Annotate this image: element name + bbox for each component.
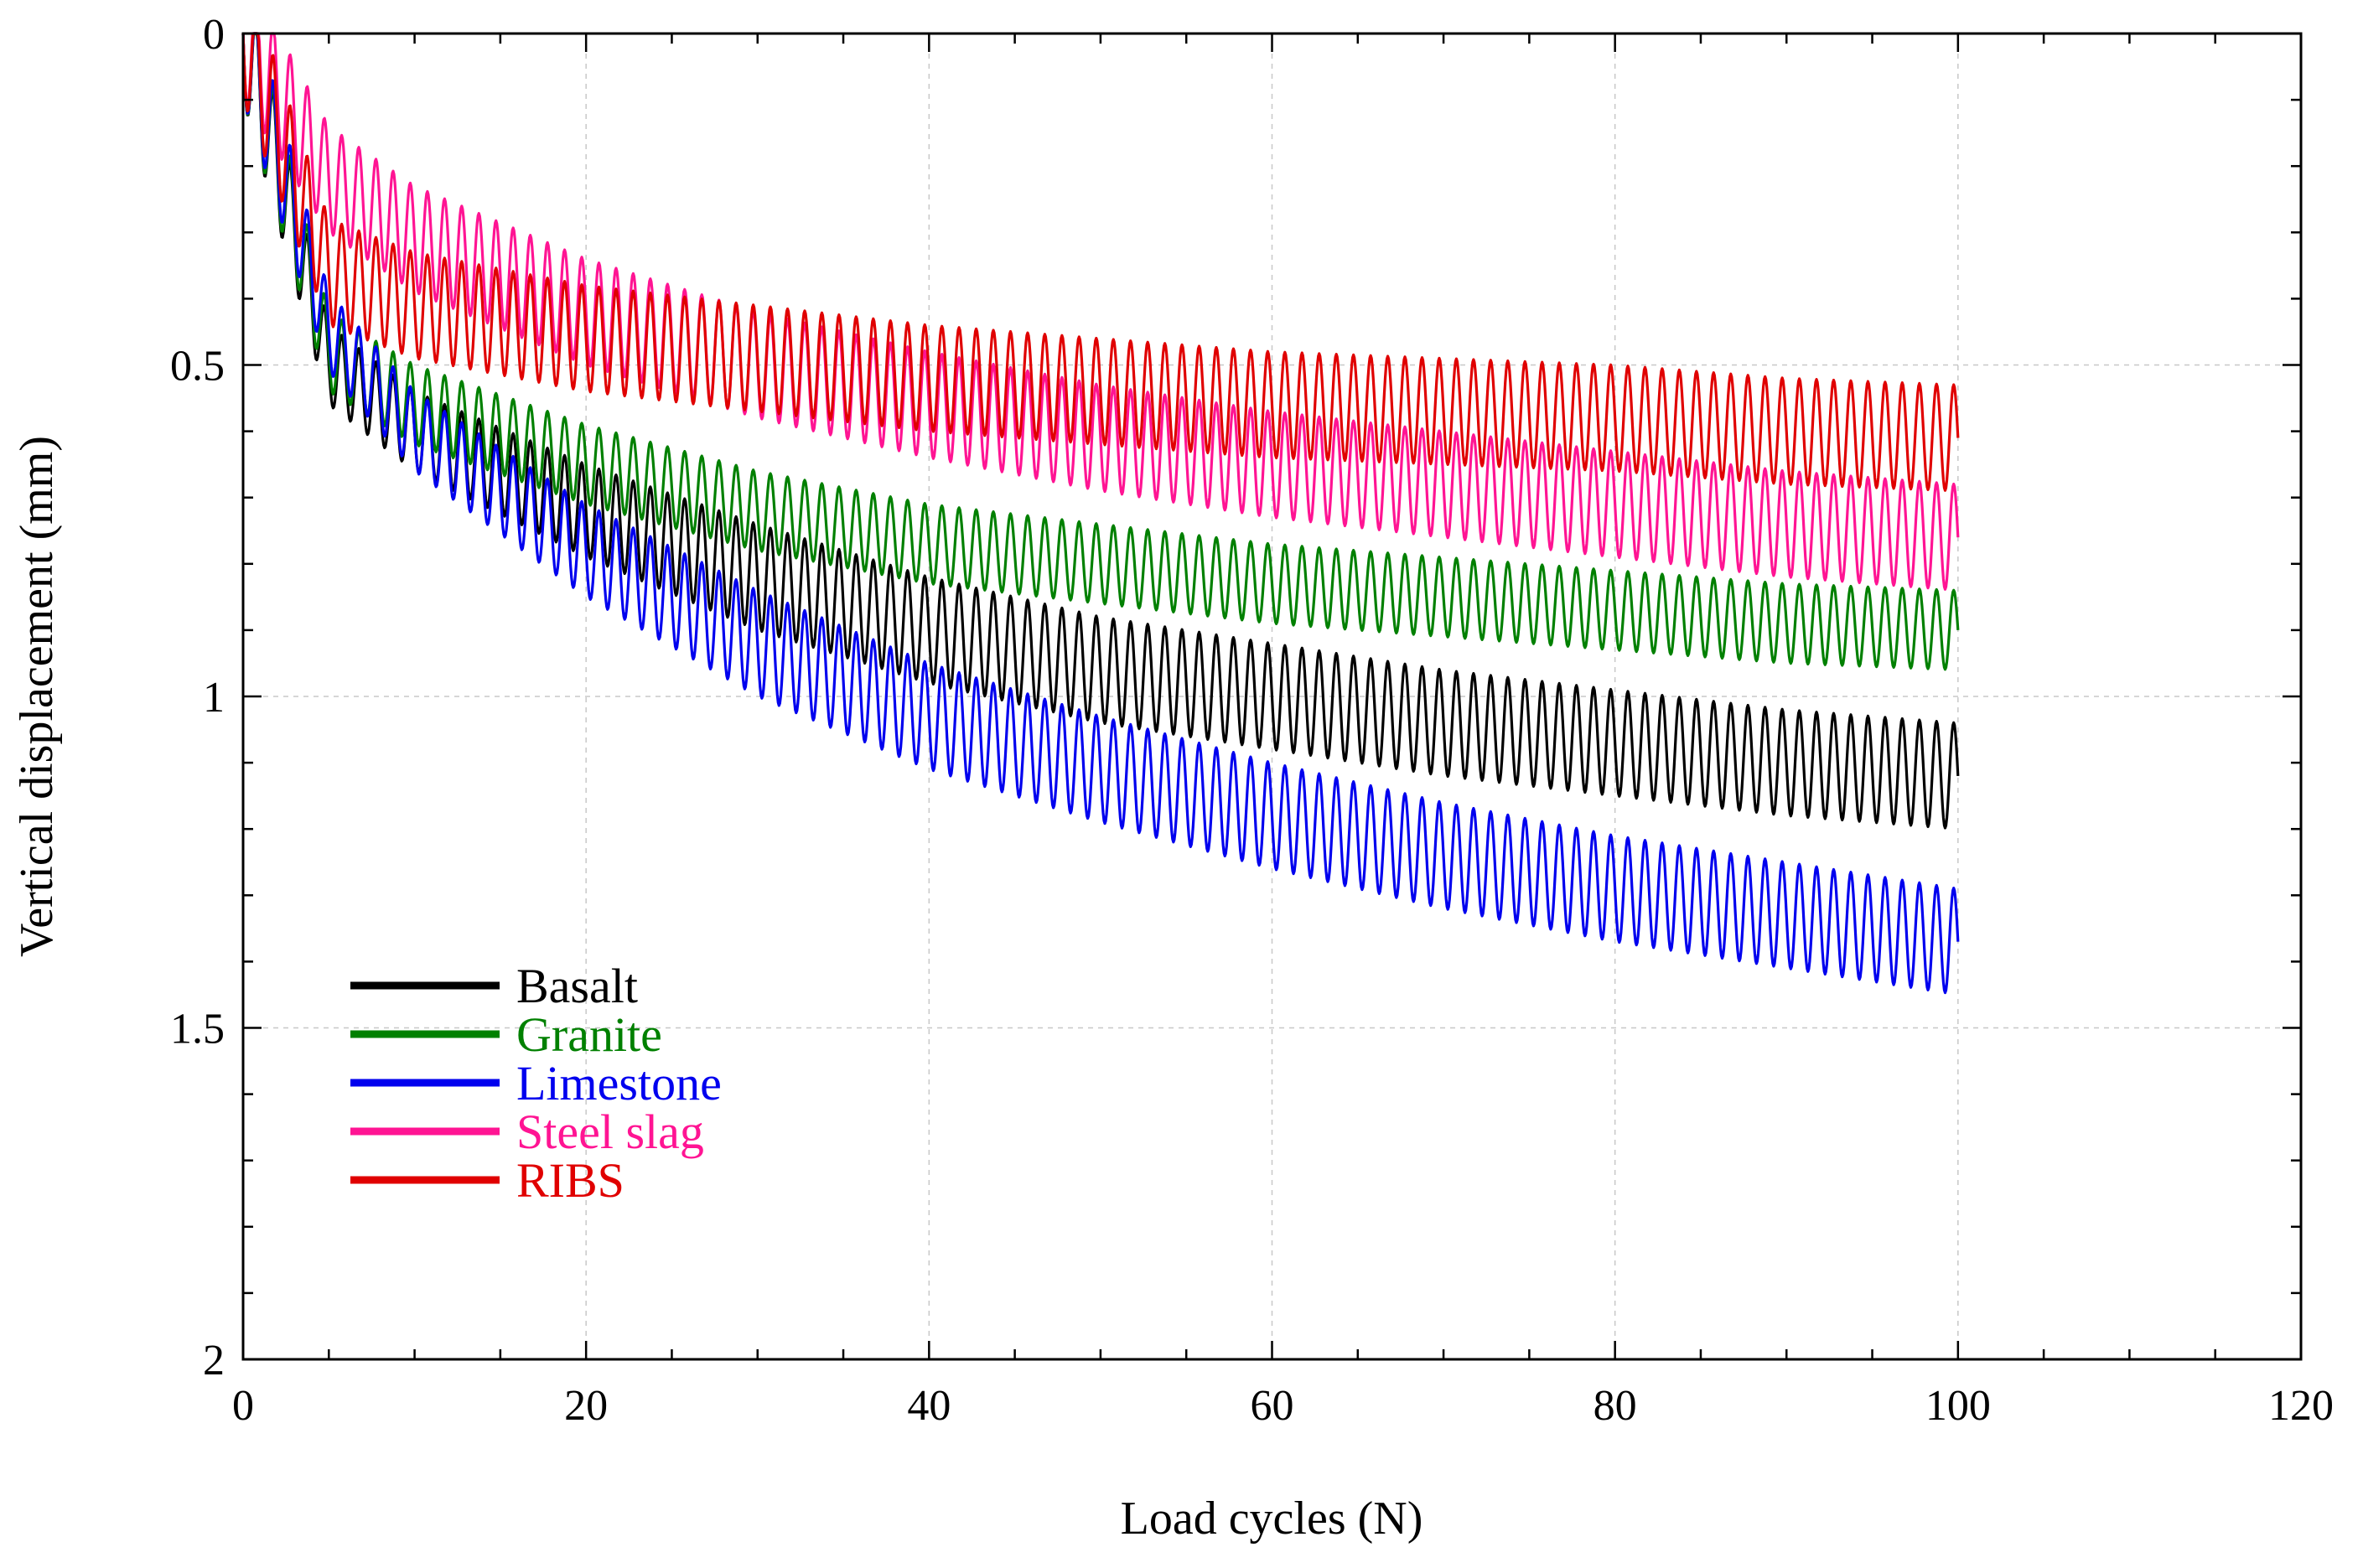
x-tick-label: 80	[1593, 1382, 1637, 1430]
legend-label-ribs: RIBS	[516, 1153, 624, 1208]
x-axis-title: Load cycles (N)	[1121, 1493, 1423, 1545]
legend-label-basalt: Basalt	[516, 959, 638, 1013]
legend-label-steel-slag: Steel slag	[516, 1105, 704, 1159]
series-group	[241, 32, 1960, 995]
y-tick-label: 2	[203, 1337, 225, 1384]
series-line-granite	[241, 32, 1960, 671]
x-tick-label: 0	[232, 1382, 254, 1430]
series-line-basalt	[241, 32, 1960, 830]
y-axis-title: Vertical displacement (mm)	[11, 436, 63, 957]
legend-label-limestone: Limestone	[516, 1056, 722, 1110]
legend-label-granite: Granite	[516, 1007, 662, 1062]
series-line-steel-slag	[241, 32, 1960, 591]
series-line-ribs	[241, 32, 1960, 492]
y-tick-label: 0.5	[170, 343, 225, 391]
x-tick-label: 100	[1925, 1382, 1991, 1430]
series-line-limestone	[241, 32, 1960, 995]
x-tick-label: 20	[564, 1382, 608, 1430]
axis-ticks: 0 20 40 60 80 100 120 0 0.5 1 1.5 2	[170, 11, 2334, 1430]
x-tick-label: 60	[1251, 1382, 1294, 1430]
y-tick-label: 1	[203, 674, 225, 722]
y-tick-label: 0	[203, 11, 225, 59]
y-tick-label: 1.5	[170, 1006, 225, 1053]
x-tick-label: 120	[2268, 1382, 2334, 1430]
x-tick-label: 40	[907, 1382, 951, 1430]
